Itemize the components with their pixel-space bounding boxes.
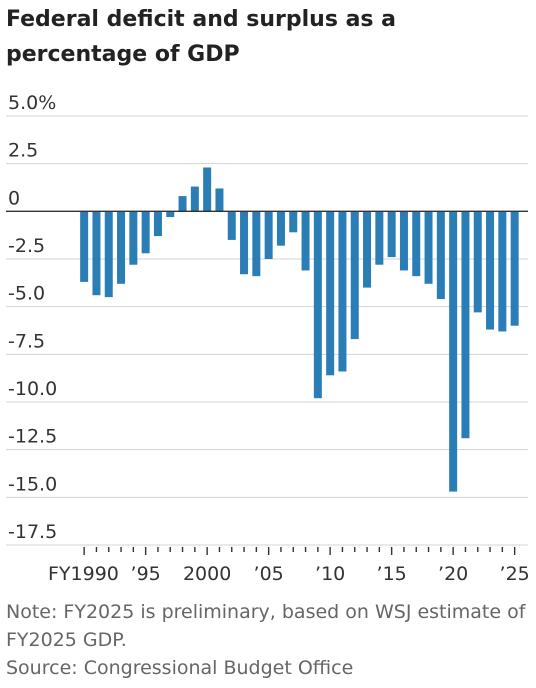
chart-title: Federal deficit and surplus as a percent… [6, 7, 397, 67]
bar-2024 [498, 211, 507, 332]
x-axis: FY1990 ’95 2000 ’05 ’10 ’15 ’20 ’25 [48, 547, 530, 585]
bar-1991 [92, 211, 101, 296]
x-tick-label: 2000 [183, 563, 231, 585]
x-tick-label: ’10 [315, 563, 345, 585]
bar-2011 [338, 211, 347, 372]
bar-2006 [276, 211, 285, 246]
y-tick-label: 2.5 [8, 140, 38, 162]
bar-2018 [424, 211, 433, 284]
bar-2010 [326, 211, 335, 376]
bar-1990 [80, 211, 89, 282]
bar-2003 [240, 211, 249, 275]
bar-2013 [363, 211, 372, 288]
chart-source: Source: Congressional Budget Office [6, 657, 354, 679]
y-tick-label: 0 [8, 187, 20, 209]
bar-1995 [141, 211, 150, 254]
bar-1999 [190, 186, 199, 212]
y-tick-label: -10.0 [8, 378, 57, 400]
chart-note: Note: FY2025 is preliminary, based on WS… [6, 601, 526, 651]
x-tick-label: ’05 [254, 563, 284, 585]
bar-1992 [104, 211, 113, 298]
x-tick-label: ’15 [377, 563, 407, 585]
bar-2009 [313, 211, 322, 399]
bar-2002 [227, 211, 236, 240]
bar-2007 [289, 211, 298, 233]
bar-1996 [153, 211, 162, 237]
bar-2025 [510, 211, 519, 326]
y-axis-labels: 5.0% 2.5 0 -2.5 -5.0 -7.5 -10.0 -12.5 -15.0 -17.5 [8, 92, 57, 543]
bar-2020 [449, 211, 458, 492]
y-tick-label: -15.0 [8, 473, 57, 495]
bar-2008 [301, 211, 310, 271]
bar-2023 [486, 211, 495, 330]
x-tick-label: FY1990 [48, 563, 119, 585]
bar-2012 [350, 211, 359, 340]
bar-1998 [178, 196, 187, 212]
y-tick-label: -2.5 [8, 235, 45, 257]
bar-2022 [473, 211, 482, 313]
bar-2017 [412, 211, 421, 277]
deficit-bar-chart: 5.0% 2.5 0 -2.5 -5.0 -7.5 -10.0 -12.5 -15.0 -17.5… [6, 92, 530, 585]
bar-2004 [252, 211, 261, 277]
bar-2016 [399, 211, 408, 271]
bar-1997 [166, 211, 175, 218]
bar-2015 [387, 211, 396, 258]
bar-2021 [461, 211, 470, 439]
x-tick-label: ’25 [500, 563, 530, 585]
bar-2000 [203, 167, 212, 212]
x-tick-label: ’20 [438, 563, 468, 585]
x-tick-label: ’95 [131, 563, 161, 585]
bar-2014 [375, 211, 384, 265]
y-tick-label: -7.5 [8, 330, 45, 352]
bar-1993 [117, 211, 126, 284]
bars [80, 167, 519, 492]
bar-2019 [436, 211, 445, 300]
bar-2001 [215, 188, 224, 212]
y-tick-label: -17.5 [8, 521, 57, 543]
y-tick-label: -5.0 [8, 283, 45, 305]
bar-2005 [264, 211, 273, 259]
y-tick-label: 5.0% [8, 92, 56, 114]
y-tick-label: -12.5 [8, 426, 57, 448]
bar-1994 [129, 211, 138, 265]
